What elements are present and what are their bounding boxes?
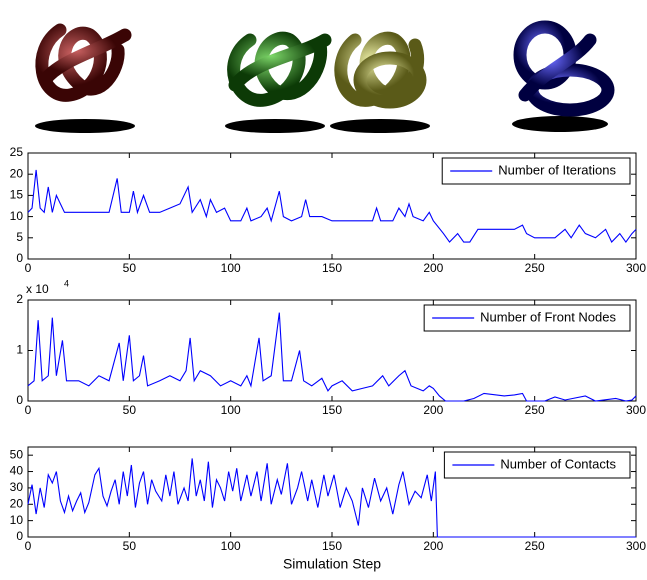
x-tick-label: 0	[25, 261, 32, 275]
x-tick-label: 0	[25, 539, 32, 553]
y-tick-label: 0	[16, 393, 23, 407]
legend-label: Number of Front Nodes	[480, 309, 616, 324]
x-tick-label: 100	[221, 261, 241, 275]
x-tick-label: 300	[626, 261, 646, 275]
x-tick-label: 50	[123, 539, 137, 553]
x-axis-label: Simulation Step	[283, 556, 381, 572]
y-tick-label: 25	[10, 145, 24, 159]
legend-label: Number of Contacts	[500, 456, 616, 471]
y-tick-label: 50	[10, 447, 24, 461]
x-tick-label: 300	[626, 539, 646, 553]
x-tick-label: 300	[626, 403, 646, 417]
x-tick-label: 250	[525, 539, 545, 553]
legend-label: Number of Iterations	[498, 162, 616, 177]
x-tick-label: 100	[221, 539, 241, 553]
x-tick-label: 200	[423, 261, 443, 275]
x-tick-label: 0	[25, 403, 32, 417]
x-tick-label: 150	[322, 261, 342, 275]
legend: Number of Contacts	[444, 452, 630, 478]
y-tick-label: 20	[10, 496, 24, 510]
x-tick-label: 250	[525, 261, 545, 275]
x-tick-label: 150	[322, 539, 342, 553]
y-tick-label: 0	[16, 251, 23, 265]
y-tick-label: 10	[10, 209, 24, 223]
y-tick-label: 5	[16, 230, 23, 244]
y-tick-label: 30	[10, 480, 24, 494]
y-multiplier: x 10	[26, 282, 49, 296]
x-tick-label: 50	[123, 261, 137, 275]
knot-images	[35, 27, 608, 133]
y-tick-label: 40	[10, 464, 24, 478]
y-tick-label: 15	[10, 188, 24, 202]
y-tick-label: 0	[16, 529, 23, 543]
y-tick-label: 20	[10, 166, 24, 180]
figure: 0501001502002503000510152025Number of It…	[0, 0, 647, 575]
x-tick-label: 150	[322, 403, 342, 417]
x-tick-label: 200	[423, 539, 443, 553]
x-tick-label: 50	[123, 403, 137, 417]
y-tick-label: 10	[10, 513, 24, 527]
legend: Number of Front Nodes	[424, 305, 630, 331]
y-tick-label: 1	[16, 343, 23, 357]
y-tick-label: 2	[16, 292, 23, 306]
x-tick-label: 200	[423, 403, 443, 417]
y-multiplier-exponent: 4	[64, 278, 69, 288]
x-tick-label: 250	[525, 403, 545, 417]
legend: Number of Iterations	[442, 158, 630, 184]
x-tick-label: 100	[221, 403, 241, 417]
